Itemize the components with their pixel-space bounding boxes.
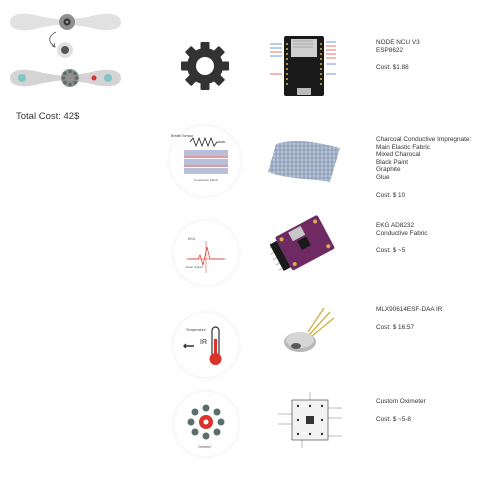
charcoal-fabric-image xyxy=(266,136,342,186)
item-name-line: ESP8622 xyxy=(376,46,404,54)
ekg-board-image xyxy=(267,214,340,276)
item-nodemcu: NODE NCU V3 ESP8622 Cost: $1.88 xyxy=(376,39,420,72)
item-oximeter: Custom Oximeter Cost: $ ~5-8 xyxy=(376,398,426,423)
temperature-label: Temperature xyxy=(186,328,206,332)
gear-icon xyxy=(63,18,71,26)
item-name-line: Glue xyxy=(376,173,390,181)
item-cost: Cost: $ 16.57 xyxy=(376,323,415,331)
ir-label: IR xyxy=(200,339,207,346)
item-cost: Cost: $ ~5-8 xyxy=(376,415,411,423)
nodemcu-board-image xyxy=(268,34,338,98)
total-cost: Total Cost: 42$ xyxy=(16,111,80,122)
item-name-line: EKG AD8232 xyxy=(376,222,415,229)
oximeter-schematic-image xyxy=(270,388,350,458)
item-name-line: Mixed Charocal xyxy=(376,151,421,159)
item-ir-sensor: MLX90614ESF-DAA IR Cost: $ 16.57 xyxy=(376,306,442,331)
item-cost: Cost: $ ~5 xyxy=(376,247,406,255)
gear-icon xyxy=(180,41,230,91)
item-name-line: Charcoal Conductive Impregnate: xyxy=(376,136,472,143)
item-charcoal-fabric: Charcoal Conductive Impregnate: Main Ela… xyxy=(376,136,471,199)
ekg-label: EKG xyxy=(188,237,196,241)
item-name-line: Black Paint xyxy=(376,158,408,166)
heart-signal-label: Heart Signal xyxy=(186,265,203,269)
item-ekg: EKG AD8232 Conductive Fabric Cost: $ ~5 xyxy=(376,222,428,255)
temperature-diagram: Temperature IR xyxy=(174,313,238,377)
conductive-fabric-label: Conductive Fabric xyxy=(194,178,219,182)
item-cost: Cost: $ 10 xyxy=(376,191,406,199)
wearable-diagram xyxy=(8,8,123,98)
item-name-line: Custom Oximeter xyxy=(376,398,426,405)
item-cost: Cost: $1.88 xyxy=(376,64,409,72)
item-name-line: Conductive Fabric xyxy=(376,229,428,237)
ekg-diagram: EKG Heart Signal xyxy=(174,221,238,285)
ir-sensor-image xyxy=(280,306,336,362)
oximeter-diagram: Oximeter xyxy=(174,392,238,456)
item-name-line: NODE NCU V3 xyxy=(376,39,420,46)
item-name-line: MLX90614ESF-DAA IR xyxy=(376,306,443,313)
breath-sensor-label: Breath Sensor xyxy=(171,134,194,138)
breath-sensor-diagram: Breath Sensor Conductive Fabric xyxy=(170,126,240,196)
oximeter-label: Oximeter xyxy=(198,445,211,449)
item-name-line: Graphite xyxy=(376,166,401,174)
item-name-line: Main Elastic Fabric xyxy=(376,143,430,151)
